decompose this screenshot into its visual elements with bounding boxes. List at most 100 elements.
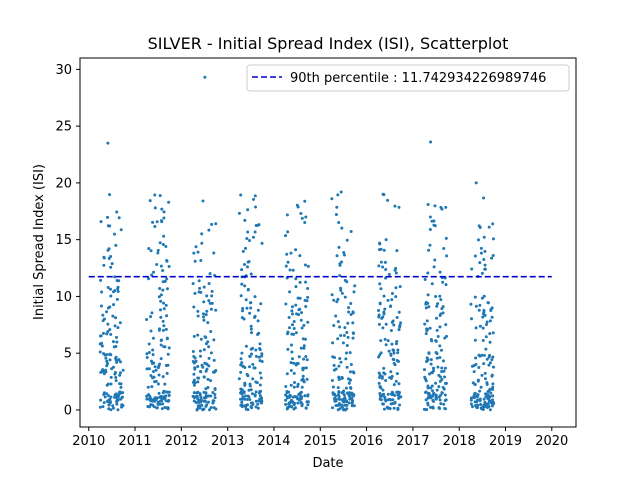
data-point bbox=[196, 400, 200, 404]
data-point bbox=[191, 282, 195, 286]
data-point bbox=[162, 234, 166, 238]
y-tick-label-5: 5 bbox=[64, 347, 72, 362]
data-point bbox=[397, 396, 401, 400]
data-point bbox=[387, 349, 391, 353]
data-point bbox=[292, 385, 296, 389]
data-point bbox=[288, 401, 292, 405]
data-point bbox=[390, 298, 394, 302]
data-point bbox=[162, 307, 166, 311]
data-point bbox=[338, 263, 342, 267]
data-point bbox=[295, 395, 299, 399]
data-point bbox=[209, 351, 213, 355]
data-point bbox=[297, 398, 301, 402]
data-point bbox=[476, 398, 480, 402]
data-point bbox=[247, 260, 251, 264]
data-point bbox=[196, 390, 200, 394]
data-point bbox=[338, 325, 342, 329]
data-point bbox=[192, 305, 196, 309]
data-point bbox=[431, 394, 435, 398]
data-point bbox=[432, 265, 436, 269]
data-point bbox=[212, 358, 216, 362]
data-point bbox=[482, 353, 486, 357]
data-point bbox=[386, 298, 390, 302]
data-point bbox=[115, 335, 119, 339]
data-point bbox=[111, 340, 115, 344]
data-point bbox=[303, 394, 307, 398]
data-point bbox=[100, 341, 104, 345]
data-point bbox=[483, 267, 487, 271]
data-point bbox=[378, 302, 382, 306]
data-point bbox=[378, 376, 382, 380]
data-point bbox=[388, 406, 392, 410]
data-point bbox=[332, 323, 336, 327]
data-point bbox=[242, 317, 246, 321]
data-point bbox=[145, 397, 149, 401]
data-point bbox=[377, 248, 381, 252]
data-point bbox=[251, 377, 255, 381]
data-point bbox=[161, 268, 165, 272]
data-point bbox=[480, 271, 484, 275]
data-point bbox=[303, 263, 307, 267]
data-point bbox=[469, 396, 473, 400]
data-point bbox=[145, 318, 149, 322]
data-point bbox=[330, 293, 334, 297]
data-point bbox=[152, 361, 156, 365]
data-point bbox=[381, 315, 385, 319]
data-point bbox=[344, 357, 348, 361]
data-point bbox=[196, 333, 200, 337]
data-point bbox=[441, 311, 445, 315]
data-point bbox=[192, 372, 196, 376]
data-point bbox=[213, 387, 217, 391]
data-point bbox=[298, 280, 302, 284]
data-point bbox=[100, 290, 104, 294]
data-point bbox=[432, 223, 436, 227]
data-point bbox=[108, 193, 112, 197]
data-point bbox=[482, 294, 486, 298]
data-point bbox=[381, 265, 385, 269]
data-point bbox=[396, 348, 400, 352]
data-point bbox=[490, 315, 494, 319]
data-point bbox=[258, 383, 262, 387]
data-point bbox=[298, 254, 302, 258]
data-point bbox=[488, 361, 492, 365]
data-point bbox=[209, 307, 213, 311]
data-point bbox=[241, 309, 245, 313]
data-point bbox=[386, 339, 390, 343]
data-point bbox=[294, 248, 298, 252]
data-point bbox=[334, 213, 338, 217]
data-point bbox=[384, 267, 388, 271]
data-point bbox=[114, 379, 118, 383]
data-point bbox=[478, 324, 482, 328]
data-point bbox=[156, 248, 160, 252]
data-point bbox=[489, 391, 493, 395]
data-point bbox=[296, 296, 300, 300]
data-point bbox=[158, 287, 162, 291]
data-point bbox=[207, 400, 211, 404]
data-point bbox=[473, 338, 477, 342]
data-point bbox=[346, 321, 350, 325]
data-point bbox=[240, 361, 244, 365]
data-point bbox=[382, 393, 386, 397]
data-point bbox=[239, 294, 243, 298]
data-point bbox=[304, 215, 308, 219]
data-point bbox=[106, 361, 110, 365]
data-point bbox=[389, 304, 393, 308]
data-point bbox=[212, 370, 216, 374]
data-point bbox=[103, 353, 107, 357]
data-point bbox=[114, 376, 118, 380]
data-point bbox=[110, 262, 114, 266]
data-point bbox=[109, 382, 113, 386]
data-point bbox=[155, 220, 159, 224]
data-point bbox=[106, 322, 110, 326]
data-point bbox=[423, 377, 427, 381]
data-point bbox=[290, 350, 294, 354]
data-point bbox=[394, 286, 398, 290]
data-point bbox=[246, 288, 250, 292]
data-point bbox=[348, 351, 352, 355]
data-point bbox=[242, 263, 246, 267]
data-point bbox=[101, 405, 105, 409]
data-point bbox=[145, 367, 149, 371]
data-point bbox=[115, 402, 119, 406]
data-point bbox=[192, 391, 196, 395]
data-point bbox=[434, 295, 438, 299]
